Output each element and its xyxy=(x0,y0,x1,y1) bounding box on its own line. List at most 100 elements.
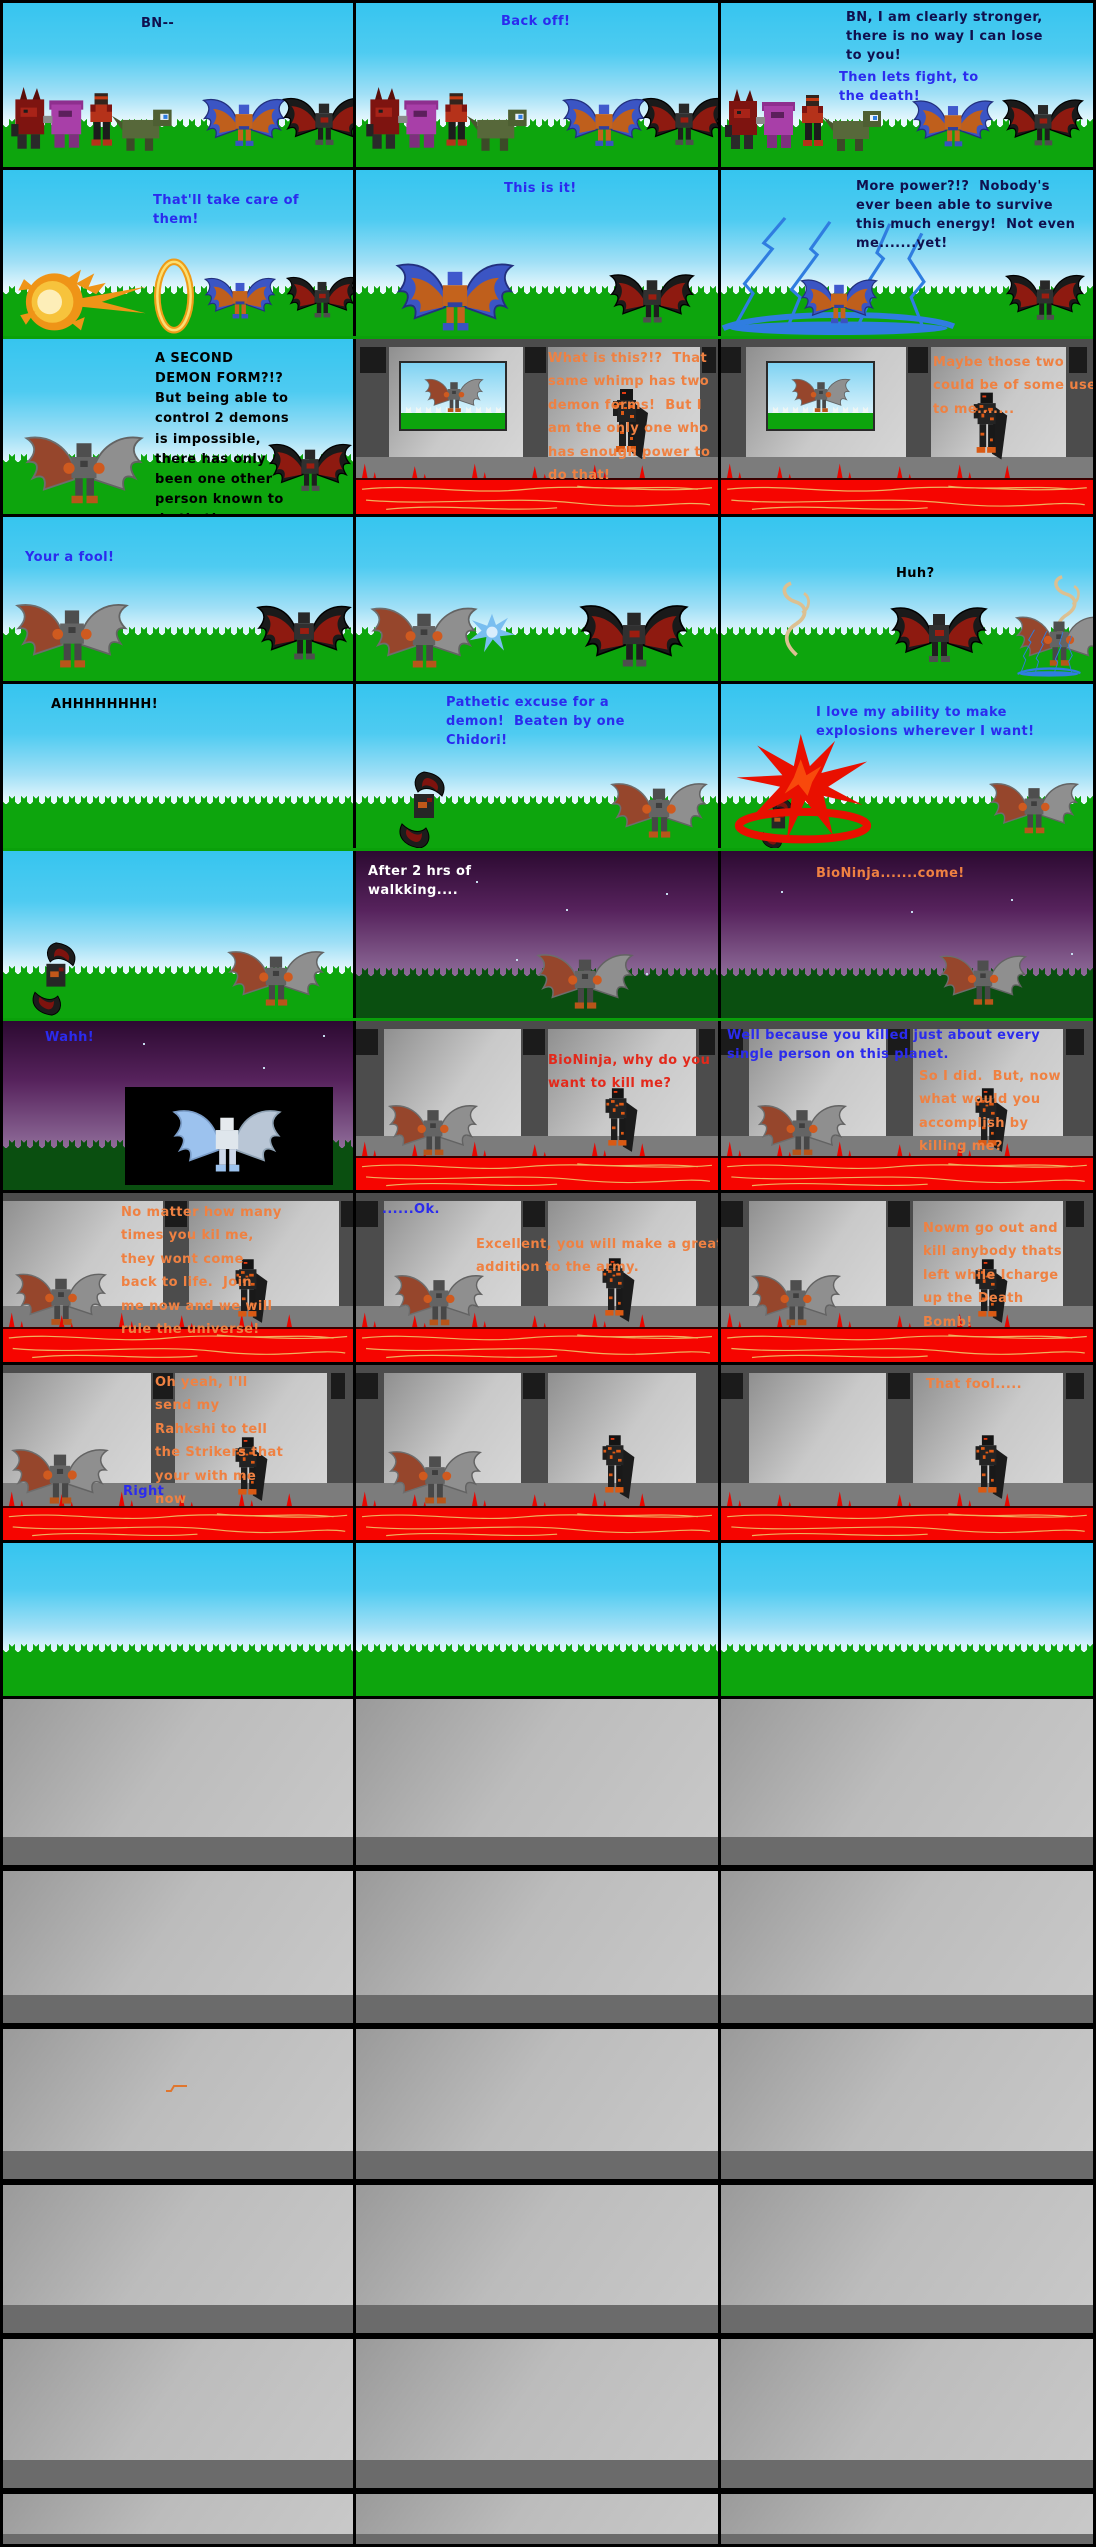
panel-r10c3 xyxy=(721,1543,1093,1696)
comic-row-9: Oh yeah, I'll send my Rahkshi to tell th… xyxy=(3,1365,1093,1543)
lava-pool xyxy=(721,1506,1093,1540)
gray-demon-sprite xyxy=(392,1267,486,1329)
panel-gray-r3c2 xyxy=(356,2029,718,2179)
pillar-notch xyxy=(153,1373,173,1399)
comic-row-7: Wahh! BioNinja, why do you want to kill … xyxy=(3,1021,1093,1193)
dialogue: AHHHHHHHH! xyxy=(51,697,159,712)
panel-gray-r5c1 xyxy=(3,2339,353,2488)
grass xyxy=(3,796,353,848)
dark-demon-sprite xyxy=(255,587,353,675)
lava-lines xyxy=(361,1334,713,1359)
blue-demon-sprite xyxy=(394,254,516,336)
pillar-notch xyxy=(888,1201,910,1227)
panel-r9c1: Oh yeah, I'll send my Rahkshi to tell th… xyxy=(3,1365,353,1540)
dialogue: BN, I am clearly stronger, there is no w… xyxy=(846,10,1043,63)
pillar-notch xyxy=(341,1201,353,1227)
dark-demon-sprite xyxy=(578,591,690,677)
dark-demon-sprite xyxy=(281,77,353,163)
gray-floor xyxy=(3,2534,353,2544)
stray-orange-mark xyxy=(166,2085,187,2092)
wall-screen xyxy=(399,361,507,431)
panel-r9c3: That fool..... xyxy=(721,1365,1093,1540)
grass xyxy=(356,968,718,1018)
panel-r8c3: Nowm go out and kill anybody thats left … xyxy=(721,1193,1093,1362)
panel-gray-r2c1 xyxy=(3,1871,353,2023)
panel-gray-r4c1 xyxy=(3,2185,353,2333)
panel-r3c3: Maybe those two could be of some use to … xyxy=(721,339,1093,514)
light-demon-sprite xyxy=(171,1101,283,1177)
pillar-notch xyxy=(1066,1029,1084,1055)
screen-grass xyxy=(768,413,873,429)
pillar-notch xyxy=(908,347,928,373)
gray-floor xyxy=(356,2151,718,2179)
dialogue: So I did. But, now what would you accomp… xyxy=(919,1069,1061,1155)
fallen-demon-sprite xyxy=(394,770,450,848)
lava-lines xyxy=(726,485,1088,511)
lava-lines xyxy=(8,1513,348,1537)
blue-demon-sprite xyxy=(799,264,879,336)
panel-gray-r1c3 xyxy=(721,1699,1093,1865)
stars xyxy=(476,881,478,883)
panel-r7c3: Well because you killed just about every… xyxy=(721,1021,1093,1190)
dialogue: After 2 hrs of walkking.... xyxy=(368,864,472,898)
grass xyxy=(721,1644,1093,1696)
panel-r4c3: Huh? xyxy=(721,517,1093,681)
dialogue: That'll take care of them! xyxy=(153,193,299,227)
comic-row-3: A SECOND DEMON FORM?!? But being able to… xyxy=(3,339,1093,517)
comic-gray-row-5 xyxy=(3,2339,1093,2494)
dialogue: Pathetic excuse for a demon! Beaten by o… xyxy=(446,695,625,748)
pillar-notch xyxy=(523,1373,545,1399)
dialogue: BN-- xyxy=(141,16,175,31)
pillar-notch xyxy=(702,347,716,373)
dialogue: Back off! xyxy=(501,14,571,29)
panel-r5c2: Pathetic excuse for a demon! Beaten by o… xyxy=(356,684,718,848)
pillar-notch xyxy=(699,1029,715,1055)
gray-floor xyxy=(356,1837,718,1865)
dark-demon-sprite xyxy=(641,77,718,163)
pillar-notch xyxy=(721,1373,743,1399)
panel-r10c2 xyxy=(356,1543,718,1696)
lava-pool xyxy=(721,1156,1093,1190)
dark-demon-sprite xyxy=(889,591,989,675)
panel-r3c2: What is this?!? That same whimp has two … xyxy=(356,339,718,514)
energy-ring-sprite xyxy=(149,254,199,336)
panel-r6c3: BioNinja.......come! xyxy=(721,851,1093,1018)
panel-r4c2 xyxy=(356,517,718,681)
chidori-sprite xyxy=(468,613,516,653)
panel-gray-r3c1 xyxy=(3,2029,353,2179)
dialogue: Huh? xyxy=(896,566,935,581)
magmos-sprite xyxy=(598,1431,638,1505)
gray-floor xyxy=(721,1837,1093,1865)
panel-gray-r6c2 xyxy=(356,2494,718,2544)
panel-r10c1 xyxy=(3,1543,353,1696)
panel-r4c1: Your a fool! xyxy=(3,517,353,681)
comic-gray-row-6 xyxy=(3,2494,1093,2544)
dark-demon-sprite xyxy=(1001,79,1085,163)
panel-gray-r1c2 xyxy=(356,1699,718,1865)
dialogue: Oh yeah, I'll send my Rahkshi to tell th… xyxy=(155,1375,284,1507)
comic-row-8: No matter how many times you kil me, the… xyxy=(3,1193,1093,1365)
panel-gray-r2c2 xyxy=(356,1871,718,2023)
gray-demon-sprite xyxy=(534,941,636,1017)
gray-demon-sprite xyxy=(17,427,151,507)
dialogue: No matter how many times you kil me, the… xyxy=(121,1205,282,1337)
pillar-notch xyxy=(721,1201,743,1227)
panel-r2c1: That'll take care of them! xyxy=(3,170,353,336)
blue-demon-sprite xyxy=(201,79,287,163)
pillar-notch xyxy=(525,347,546,373)
gray-floor xyxy=(356,2460,718,2488)
panel-r9c2 xyxy=(356,1365,718,1540)
panel-gray-r1c1 xyxy=(3,1699,353,1865)
screen-mountains xyxy=(768,406,873,415)
pillar-notch xyxy=(165,1201,187,1227)
comic-gray-row-2 xyxy=(3,1871,1093,2029)
gray-demon-sprite xyxy=(749,1267,843,1329)
lava-lines xyxy=(726,1512,1088,1537)
gray-floor xyxy=(3,1995,353,2023)
dark-demon-sprite xyxy=(1004,256,1086,336)
grass xyxy=(721,968,1093,1018)
gray-floor xyxy=(721,1995,1093,2023)
stars xyxy=(781,891,783,893)
panel-r5c1: AHHHHHHHH! xyxy=(3,684,353,848)
monster-group-sprite xyxy=(366,85,531,159)
